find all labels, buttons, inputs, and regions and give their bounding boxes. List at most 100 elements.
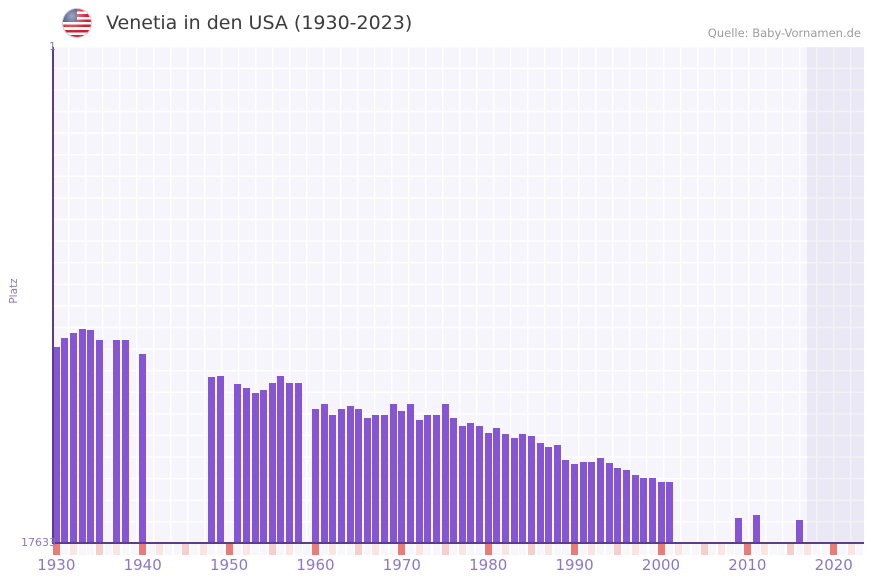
y-axis-line (52, 47, 54, 544)
bar-1973[interactable] (424, 415, 432, 543)
x-tick-1936 (104, 544, 112, 555)
bar-1987[interactable] (545, 447, 553, 543)
x-tick-1935 (96, 544, 103, 555)
x-tick-1988 (553, 544, 561, 555)
x-axis-label-2000: 2000 (641, 556, 681, 574)
bar-1958[interactable] (294, 383, 302, 543)
x-tick-1930 (52, 544, 60, 555)
x-tick-1996 (622, 544, 630, 555)
bar-1931[interactable] (61, 338, 69, 543)
bar-1962[interactable] (329, 415, 337, 543)
x-tick-2003 (683, 544, 691, 555)
bar-1982[interactable] (502, 434, 509, 543)
bar-1998[interactable] (640, 478, 648, 543)
x-tick-1962 (329, 544, 337, 555)
bar-1990[interactable] (571, 464, 579, 543)
bar-1989[interactable] (562, 460, 570, 543)
bar-1940[interactable] (139, 354, 147, 543)
bar-1953[interactable] (251, 393, 259, 543)
bar-1951[interactable] (234, 384, 242, 543)
bar-1984[interactable] (519, 434, 527, 543)
bar-1975[interactable] (441, 404, 449, 543)
x-tick-1958 (294, 544, 302, 555)
bar-1961[interactable] (320, 404, 328, 543)
bar-1967[interactable] (372, 415, 380, 543)
bar-2016[interactable] (795, 520, 803, 543)
bar-1971[interactable] (406, 404, 414, 543)
x-tick-1949 (216, 544, 224, 555)
x-tick-1974 (432, 544, 440, 555)
bar-1970[interactable] (398, 411, 406, 543)
x-tick-2011 (752, 544, 760, 555)
x-tick-1956 (277, 544, 285, 555)
bar-1956[interactable] (277, 376, 285, 543)
y-axis-max-label: 1 (49, 40, 56, 53)
bar-1974[interactable] (432, 415, 440, 543)
bar-1972[interactable] (415, 420, 423, 543)
bar-1999[interactable] (648, 478, 656, 543)
bar-1932[interactable] (70, 333, 78, 543)
x-tick-1977 (458, 544, 466, 555)
bar-1937[interactable] (113, 340, 121, 543)
bar-2000[interactable] (657, 482, 665, 543)
x-axis-label-1970: 1970 (382, 556, 421, 574)
bar-2001[interactable] (666, 482, 674, 543)
bar-1979[interactable] (476, 426, 484, 543)
x-tick-1989 (562, 544, 570, 555)
bar-1938[interactable] (121, 340, 129, 543)
bar-1965[interactable] (355, 409, 363, 543)
bar-1980[interactable] (484, 433, 492, 543)
bar-1993[interactable] (597, 458, 605, 543)
bar-2011[interactable] (752, 515, 760, 543)
x-tick-1946 (191, 544, 199, 555)
x-tick-1938 (121, 544, 129, 555)
bar-1957[interactable] (286, 383, 294, 543)
bar-1997[interactable] (631, 475, 639, 543)
x-tick-2015 (787, 544, 795, 555)
x-tick-2023 (856, 544, 864, 555)
x-axis-label-1960: 1960 (296, 556, 335, 574)
x-tick-2005 (700, 544, 708, 555)
bar-1969[interactable] (389, 404, 397, 543)
bar-1995[interactable] (614, 468, 622, 543)
bar-1988[interactable] (553, 445, 561, 543)
bar-1963[interactable] (337, 409, 345, 543)
x-tick-1981 (493, 544, 501, 555)
bar-1933[interactable] (78, 329, 86, 543)
bar-1966[interactable] (363, 418, 371, 543)
x-tick-1939 (130, 544, 138, 555)
us-flag-icon (62, 8, 92, 38)
x-tick-1978 (467, 544, 475, 555)
x-tick-1940 (139, 544, 147, 555)
bar-1991[interactable] (579, 462, 587, 543)
x-tick-2002 (674, 544, 682, 555)
x-tick-1953 (251, 544, 259, 555)
bar-1948[interactable] (208, 377, 216, 543)
bar-1930[interactable] (52, 347, 60, 543)
bar-1985[interactable] (527, 436, 535, 543)
flag-gloss (63, 9, 91, 37)
bar-1978[interactable] (467, 423, 475, 543)
bar-1977[interactable] (458, 426, 466, 543)
bar-1976[interactable] (450, 418, 458, 543)
y-axis-min-label: 17633 (21, 536, 56, 549)
bar-2009[interactable] (735, 518, 743, 543)
bar-1996[interactable] (622, 470, 630, 543)
bar-1986[interactable] (536, 443, 544, 543)
bar-1992[interactable] (588, 462, 596, 543)
bar-1954[interactable] (260, 390, 268, 543)
bar-1960[interactable] (311, 409, 319, 543)
x-tick-1931 (61, 544, 69, 555)
bar-1968[interactable] (381, 415, 389, 543)
bar-1952[interactable] (242, 388, 250, 543)
bar-1981[interactable] (493, 428, 501, 543)
bar-1983[interactable] (510, 438, 518, 543)
bar-1955[interactable] (268, 383, 276, 543)
bar-1934[interactable] (87, 330, 95, 543)
bar-1964[interactable] (346, 406, 354, 543)
bar-1949[interactable] (216, 376, 224, 543)
x-tick-1950 (225, 544, 233, 555)
bar-1935[interactable] (96, 340, 103, 543)
bar-1994[interactable] (605, 463, 613, 543)
x-tick-2001 (666, 544, 674, 555)
